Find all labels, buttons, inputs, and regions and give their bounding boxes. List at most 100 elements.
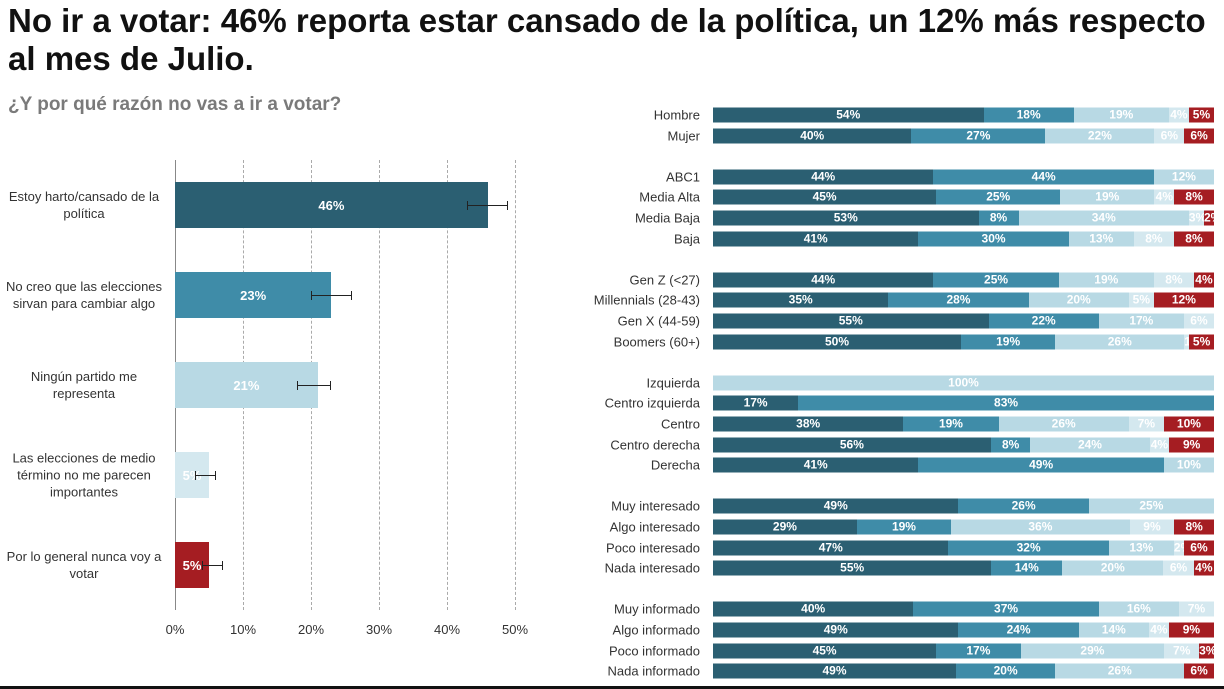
bar-segment: 5% xyxy=(1188,107,1214,123)
row-label: Media Baja xyxy=(634,210,700,226)
bar-segment: 13% xyxy=(1108,540,1174,556)
bar-segment: 32% xyxy=(948,540,1109,556)
bar-segment: 8% xyxy=(1174,189,1214,205)
row-label: Boomers (60+) xyxy=(613,334,700,350)
row-label: Algo interesado xyxy=(609,519,700,535)
row-label: Centro izquierda xyxy=(604,395,700,411)
bar-segment: 12% xyxy=(1153,169,1214,185)
bar-segment: 18% xyxy=(983,107,1074,123)
bar-segment: 50% xyxy=(713,334,962,350)
bar-segment: 44% xyxy=(713,169,934,185)
bar-segment: 20% xyxy=(1062,560,1164,576)
page-title: No ir a votar: 46% reporta estar cansado… xyxy=(8,2,1206,77)
bar: 23% xyxy=(175,272,332,318)
bar-segment: 22% xyxy=(988,313,1099,329)
bar-segment: 38% xyxy=(713,416,904,432)
category-label: No creo que las elecciones sirvan para c… xyxy=(5,279,163,311)
row-label: Millennials (28-43) xyxy=(593,292,700,308)
bar-segment: 55% xyxy=(713,313,989,329)
stacked-bar: 41% 30% 13% 8% 8% xyxy=(713,231,1214,247)
bar-segment: 4% xyxy=(1154,189,1175,205)
bar-segment: 3% xyxy=(1188,210,1204,226)
bar-segment: 41% xyxy=(713,457,919,473)
stacked-bar: 56% 8% 24% 4% 9% xyxy=(713,437,1214,453)
bar-segment: 20% xyxy=(956,663,1056,679)
row-label: Nada interesado xyxy=(604,560,700,576)
row-label: Centro xyxy=(660,416,700,432)
bar-segment: 9% xyxy=(1169,437,1214,453)
bar-segment: 24% xyxy=(958,622,1079,638)
bar-segment: 41% xyxy=(713,231,919,247)
row-label: Izquierda xyxy=(646,375,700,391)
row-label: Poco informado xyxy=(608,643,700,659)
bar-segment: 24% xyxy=(1030,437,1150,453)
bar-segment: 6% xyxy=(1163,560,1194,576)
stacked-bar: 41% 49% 10% xyxy=(713,457,1214,473)
bar-segment: 4% xyxy=(1193,272,1214,288)
row-label: Media Alta xyxy=(639,189,700,205)
stacked-bar: 53%8%34%3%2% xyxy=(713,210,1214,226)
row-label: Mujer xyxy=(667,128,700,144)
x-tick-label: 30% xyxy=(365,622,393,637)
bar-segment: 17% xyxy=(1098,313,1184,329)
bar-segment: 19% xyxy=(1073,107,1169,123)
bar-segment: 7% xyxy=(1128,416,1164,432)
bar-segment: 1% xyxy=(1184,334,1190,350)
bar-segment: 56% xyxy=(713,437,991,453)
stacked-bar: 35% 28% 20% 5% 12% xyxy=(713,292,1214,308)
stacked-bar: 44% 44% 12% xyxy=(713,169,1214,185)
bar-segment: 14% xyxy=(991,560,1063,576)
bar-segment: 40% xyxy=(713,128,912,144)
row-label: Nada informado xyxy=(607,663,701,679)
error-bar xyxy=(467,201,509,210)
bar-segment: 30% xyxy=(918,231,1069,247)
stacked-bar: 49% 26% 25% xyxy=(713,498,1214,514)
row-label: Hombre xyxy=(653,107,700,123)
stacked-bar: 47%32%13%2%6% xyxy=(713,540,1214,556)
stacked-bar: 55% 22% 17% 6% xyxy=(713,313,1214,329)
error-bar xyxy=(311,291,352,300)
x-tick-label: 10% xyxy=(229,622,257,637)
bar-segment: 47% xyxy=(713,540,949,556)
row-label: Baja xyxy=(673,231,700,247)
bar-segment: 8% xyxy=(1173,231,1214,247)
reasons-bar-chart: 0% 10% 20% 30% 40% 50% Estoy harto/cansado de … xyxy=(0,150,560,650)
category-label: Estoy harto/cansado de la política xyxy=(8,189,160,221)
gridline xyxy=(379,160,380,610)
data-label: 23% xyxy=(240,287,267,303)
bar: 46% xyxy=(175,182,488,228)
bar-segment: 40% xyxy=(713,601,914,617)
bar-segment: 49% xyxy=(713,663,957,679)
bar-segment: 2% xyxy=(1173,540,1184,556)
row-label: Muy interesado xyxy=(611,498,700,514)
data-label: 5% xyxy=(182,467,202,483)
x-tick-label: 50% xyxy=(501,622,529,637)
bar-segment: 19% xyxy=(1058,272,1154,288)
stacked-bar: 40% 27% 22% 6% 6% xyxy=(713,128,1214,144)
stacked-bar: 54% 18% 19% 4% 5% xyxy=(713,107,1214,123)
bar-segment: 49% xyxy=(918,457,1164,473)
data-label: 46% xyxy=(318,197,345,213)
bar-segment: 55% xyxy=(713,560,992,576)
bar-segment: 6% xyxy=(1184,663,1214,679)
bar-segment: 25% xyxy=(1088,498,1214,514)
x-tick-label: 40% xyxy=(433,622,461,637)
bar-segment: 7% xyxy=(1164,643,1200,659)
bar-segment: 8% xyxy=(990,437,1031,453)
data-label: 5% xyxy=(182,557,202,573)
bar-segment: 6% xyxy=(1154,128,1185,144)
x-tick-label: 0% xyxy=(165,622,185,637)
bar-segment: 36% xyxy=(951,519,1130,535)
bar-segment: 49% xyxy=(713,622,959,638)
row-label: Derecha xyxy=(650,457,700,473)
row-label: Gen X (44-59) xyxy=(617,313,700,329)
bar-segment: 4% xyxy=(1193,560,1214,576)
bar-segment: 9% xyxy=(1168,622,1214,638)
bar-segment: 20% xyxy=(1028,292,1129,308)
bar-segment: 4% xyxy=(1149,437,1170,453)
x-tick-label: 20% xyxy=(297,622,325,637)
category-label: Por lo general nunca voy a votar xyxy=(6,549,162,581)
bar-segment: 4% xyxy=(1148,622,1169,638)
stacked-bar: 49% 24% 14% 4% 9% xyxy=(713,622,1214,638)
bar-segment: 10% xyxy=(1163,457,1214,473)
